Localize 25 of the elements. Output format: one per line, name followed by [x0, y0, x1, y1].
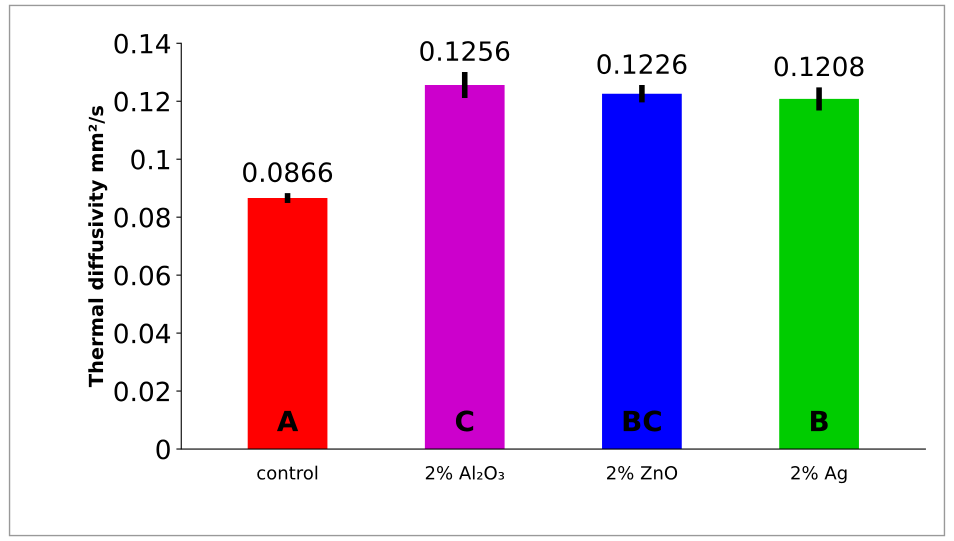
- data-label: 0.1256: [420, 41, 510, 62]
- x-tick-label: control: [257, 466, 318, 480]
- bar: [779, 98, 859, 450]
- y-tick-label: 0.12: [114, 92, 169, 112]
- y-tick-label: 0: [156, 439, 170, 460]
- annotation: C: [456, 410, 474, 432]
- data-label: 0.0866: [243, 162, 332, 182]
- x-tick-label: 2% Ag: [791, 466, 847, 484]
- x-tick-label: 2% Al₂O₃: [426, 466, 504, 480]
- y-tick-label: 0.14: [114, 34, 170, 54]
- y-tick-label: 0.04: [114, 324, 170, 344]
- data-label: 0.1226: [597, 54, 686, 74]
- annotation: B: [811, 410, 828, 432]
- bar: [424, 85, 505, 450]
- y-tick-label: 0.06: [114, 266, 170, 286]
- y-tick-label: 0.1: [131, 150, 170, 170]
- bar: [602, 94, 682, 450]
- data-label: 0.1208: [774, 56, 864, 76]
- annotation: A: [276, 410, 298, 432]
- y-axis-title: Thermal diffusivity mm²/s: [88, 106, 108, 388]
- y-tick-label: 0.02: [114, 382, 169, 402]
- x-tick-label: 2% ZnO: [607, 466, 678, 480]
- annotation: BC: [624, 410, 661, 432]
- bar: [248, 198, 328, 450]
- y-tick-label: 0.08: [114, 208, 170, 228]
